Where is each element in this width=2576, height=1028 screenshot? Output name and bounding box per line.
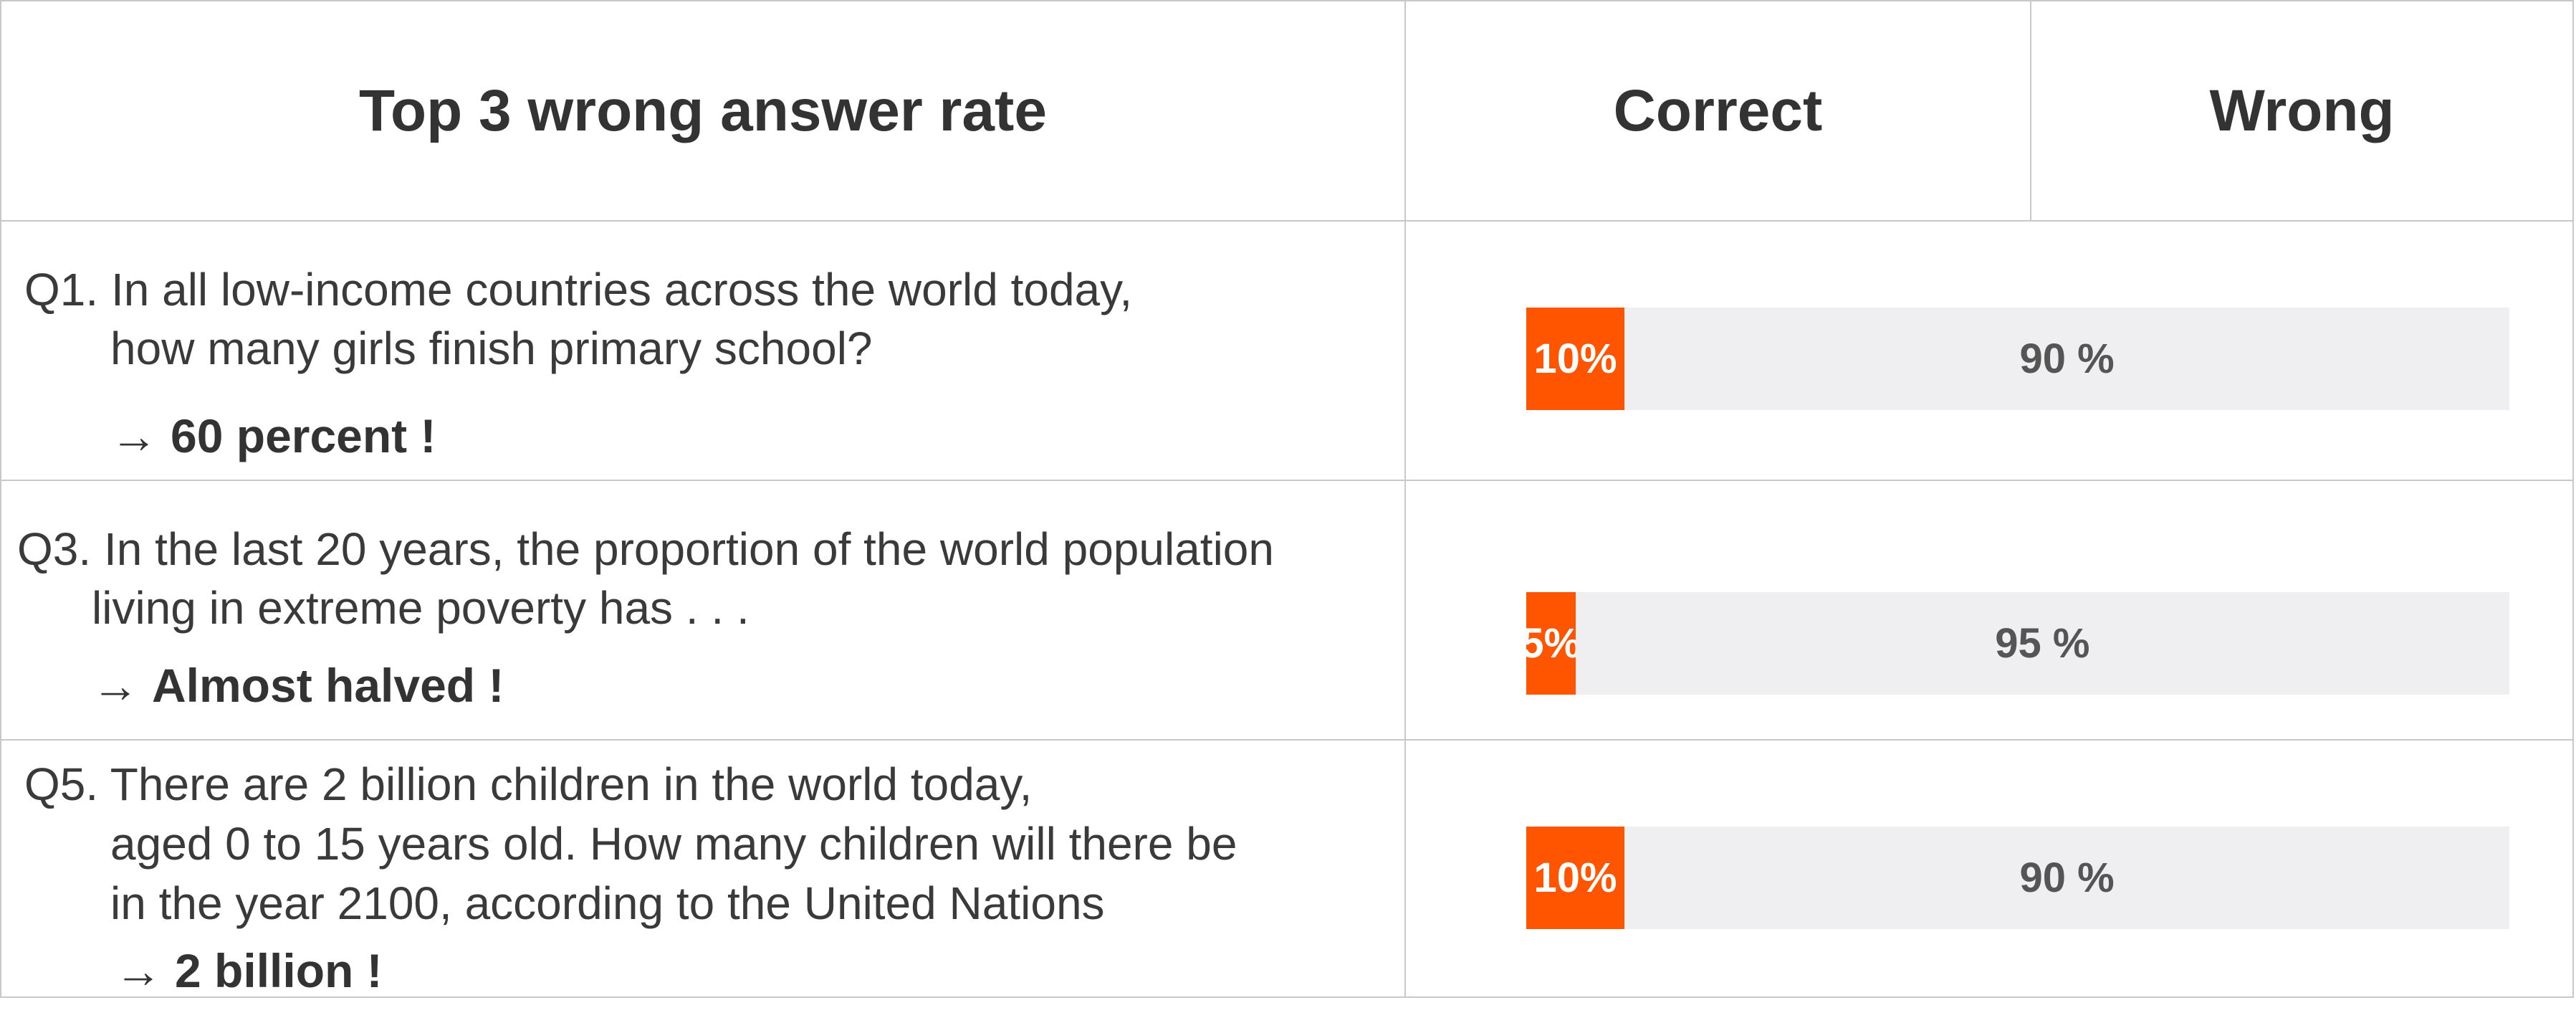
bar-correct-label-q3: 5% [1521, 620, 1581, 667]
table-title: Top 3 wrong answer rate [359, 77, 1047, 143]
answer-q5-text: 2 billion ! [175, 944, 383, 997]
wrong-column-header: Wrong [2209, 77, 2395, 143]
bar-cell-q5: 10% 90 % [1404, 739, 2574, 998]
arrow-right-icon: → [110, 409, 158, 462]
question-cell-q1: Q1. In all low-income countries across t… [0, 220, 1406, 481]
question-q1-line-1: Q1. In all low-income countries across t… [24, 264, 1133, 315]
bar-correct-label-q1: 10% [1533, 335, 1617, 382]
answer-q3-text: Almost halved ! [152, 659, 504, 712]
arrow-right-icon: → [115, 944, 162, 997]
bar-correct-q3: 5% [1521, 592, 1581, 695]
header-wrong-cell: Wrong [2030, 0, 2574, 222]
bar-wrong-label-q5: 90 % [2019, 855, 2115, 901]
bar-track-q3: 5% 95 % [1521, 592, 2509, 695]
bar-track-q1: 10% 90 % [1526, 308, 2509, 410]
bar-wrong-label-q1: 90 % [2019, 335, 2115, 382]
question-q5-line-2: aged 0 to 15 years old. How many childre… [110, 818, 1237, 870]
bar-wrong-label-q3: 95 % [1995, 620, 2090, 667]
answer-q5: → 2 billion ! [115, 941, 383, 1001]
wrong-answer-table: Top 3 wrong answer rate Correct Wrong Q1… [0, 0, 2574, 998]
correct-column-header: Correct [1613, 77, 1823, 143]
question-q3-line-2: living in extreme poverty has . . . [92, 582, 750, 634]
header-title-cell: Top 3 wrong answer rate [0, 0, 1406, 222]
answer-q3: → Almost halved ! [92, 656, 504, 715]
answer-q1-text: 60 percent ! [171, 409, 436, 462]
bar-wrong-q1: 90 % [1624, 308, 2509, 410]
question-cell-q5: Q5. There are 2 billion children in the … [0, 739, 1406, 998]
question-q5-line-3: in the year 2100, according to the Unite… [110, 877, 1105, 929]
question-q1-line-2: how many girls finish primary school? [110, 323, 873, 374]
question-q3-line-1: Q3. In the last 20 years, the proportion… [17, 523, 1274, 575]
bar-cell-q3: 5% 95 % [1404, 480, 2574, 741]
answer-q1: → 60 percent ! [110, 406, 436, 466]
arrow-right-icon: → [92, 659, 139, 712]
bar-correct-label-q5: 10% [1533, 855, 1617, 901]
bar-wrong-q5: 90 % [1624, 827, 2509, 929]
bar-track-q5: 10% 90 % [1526, 827, 2509, 929]
bar-correct-q5: 10% [1526, 827, 1625, 929]
header-correct-cell: Correct [1404, 0, 2031, 222]
bar-cell-q1: 10% 90 % [1404, 220, 2574, 481]
bar-wrong-q3: 95 % [1575, 592, 2509, 695]
question-cell-q3: Q3. In the last 20 years, the proportion… [0, 480, 1406, 741]
question-q5-line-1: Q5. There are 2 billion children in the … [24, 758, 1033, 810]
bar-correct-q1: 10% [1526, 308, 1625, 410]
